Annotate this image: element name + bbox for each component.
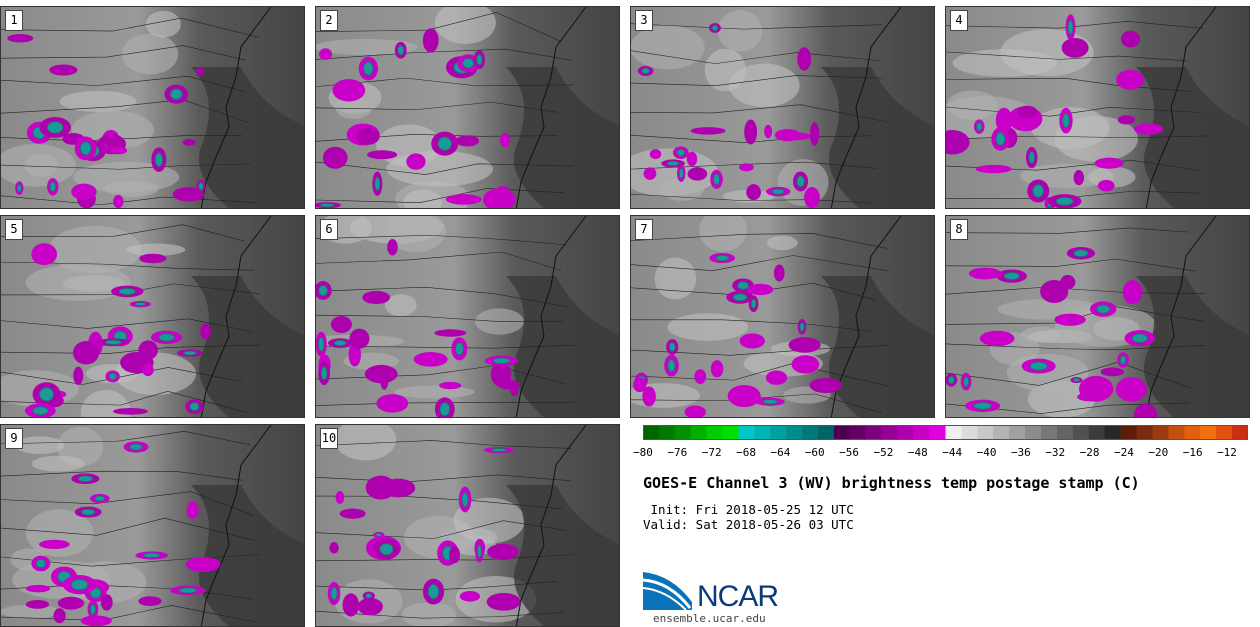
colorbar <box>643 425 1248 440</box>
postage-stamp-panel: 9 <box>0 424 305 627</box>
panel-number-label: 7 <box>635 219 653 240</box>
ensemble-url: ensemble.ucar.edu <box>653 612 766 625</box>
colorbar-swatch <box>1200 425 1217 440</box>
colorbar-swatch <box>690 425 708 440</box>
postage-stamp-panel: 7 <box>630 215 935 418</box>
colorbar-swatch <box>1120 425 1138 440</box>
panel-number-label: 3 <box>635 10 653 31</box>
postage-stamp-panel: 10 <box>315 424 620 627</box>
postage-stamp-panel: 2 <box>315 6 620 209</box>
postage-stamp-panel: 4 <box>945 6 1250 209</box>
colorbar-tick-label: −12 <box>1217 446 1237 459</box>
colorbar-swatch <box>738 425 755 440</box>
water-vapor-map <box>946 7 1249 208</box>
colorbar-swatch <box>674 425 692 440</box>
ncar-logo-text: NCAR <box>697 580 779 613</box>
colorbar-swatch <box>993 425 1010 440</box>
init-time: Init: Fri 2018-05-25 12 UTC <box>643 502 854 517</box>
colorbar-tick-label: −56 <box>839 446 860 459</box>
water-vapor-map <box>631 216 934 417</box>
colorbar-swatch <box>1168 425 1185 440</box>
colorbar-swatch <box>897 425 915 440</box>
panel-number-label: 1 <box>5 10 23 31</box>
colorbar-swatch <box>834 425 851 440</box>
colorbar-tick-label: −72 <box>701 446 722 459</box>
postage-stamp-panel: 1 <box>0 6 305 209</box>
panel-number-label: 9 <box>5 428 23 449</box>
panel-number-label: 5 <box>5 219 23 240</box>
colorbar-swatch <box>1232 425 1248 440</box>
colorbar-swatch <box>770 425 787 440</box>
colorbar-swatch <box>706 425 724 440</box>
colorbar-swatch <box>754 425 771 440</box>
colorbar-tick-label: −24 <box>1114 446 1134 459</box>
water-vapor-map <box>631 7 934 208</box>
colorbar-swatch <box>1041 425 1058 440</box>
water-vapor-map <box>1 7 304 208</box>
colorbar-swatch <box>913 425 931 440</box>
colorbar-tick-label: −60 <box>804 446 825 459</box>
colorbar-swatch <box>1009 425 1026 440</box>
colorbar-tick-label: −40 <box>976 446 997 459</box>
colorbar-swatch <box>865 425 883 440</box>
water-vapor-map <box>946 216 1249 417</box>
colorbar-tick-label: −80 <box>633 446 653 459</box>
colorbar-swatch <box>849 425 867 440</box>
panel-number-label: 8 <box>950 219 968 240</box>
colorbar-swatch <box>1056 425 1074 440</box>
panel-number-label: 6 <box>320 219 338 240</box>
colorbar-tick-label: −32 <box>1045 446 1066 459</box>
colorbar-swatch <box>818 425 835 440</box>
figure-title: GOES-E Channel 3 (WV) brightness temp po… <box>643 474 1140 492</box>
colorbar-tick-label: −48 <box>907 446 928 459</box>
colorbar-tick-label: −44 <box>942 446 963 459</box>
postage-stamp-panel: 6 <box>315 215 620 418</box>
colorbar-swatch <box>1136 425 1153 440</box>
colorbar-swatch <box>881 425 899 440</box>
postage-stamp-panel: 8 <box>945 215 1250 418</box>
water-vapor-map <box>316 216 619 417</box>
water-vapor-map <box>1 425 304 626</box>
colorbar-tick-label: −16 <box>1182 446 1203 459</box>
water-vapor-map <box>316 7 619 208</box>
colorbar-swatch <box>1152 425 1169 440</box>
water-vapor-map <box>1 216 304 417</box>
colorbar-swatch <box>1104 425 1122 440</box>
colorbar-swatch <box>961 425 978 440</box>
colorbar-swatch <box>1088 425 1106 440</box>
colorbar-tick-label: −36 <box>1010 446 1031 459</box>
colorbar-swatch <box>722 425 740 440</box>
colorbar-swatch <box>929 425 946 440</box>
colorbar-swatch <box>1025 425 1042 440</box>
panel-number-label: 10 <box>320 428 338 449</box>
ncar-logo-icon <box>642 572 692 611</box>
colorbar-swatch <box>977 425 994 440</box>
postage-stamp-panel: 5 <box>0 215 305 418</box>
colorbar-tick-label: −20 <box>1148 446 1169 459</box>
colorbar-tick-label: −68 <box>736 446 756 459</box>
colorbar-tick-label: −64 <box>770 446 791 459</box>
panel-number-label: 4 <box>950 10 968 31</box>
panel-number-label: 2 <box>320 10 338 31</box>
colorbar-swatch <box>1184 425 1201 440</box>
colorbar-swatch <box>1216 425 1233 440</box>
colorbar-tick-label: −76 <box>667 446 688 459</box>
valid-time: Valid: Sat 2018-05-26 03 UTC <box>643 517 854 532</box>
water-vapor-map <box>316 425 619 626</box>
postage-stamp-panel: 3 <box>630 6 935 209</box>
colorbar-swatch <box>802 425 819 440</box>
colorbar-swatch <box>658 425 676 440</box>
colorbar-tick-label: −28 <box>1079 446 1100 459</box>
colorbar-swatch <box>1072 425 1090 440</box>
colorbar-tick-label: −52 <box>873 446 894 459</box>
colorbar-swatch <box>643 425 660 440</box>
colorbar-swatch <box>786 425 803 440</box>
colorbar-swatch <box>945 425 962 440</box>
